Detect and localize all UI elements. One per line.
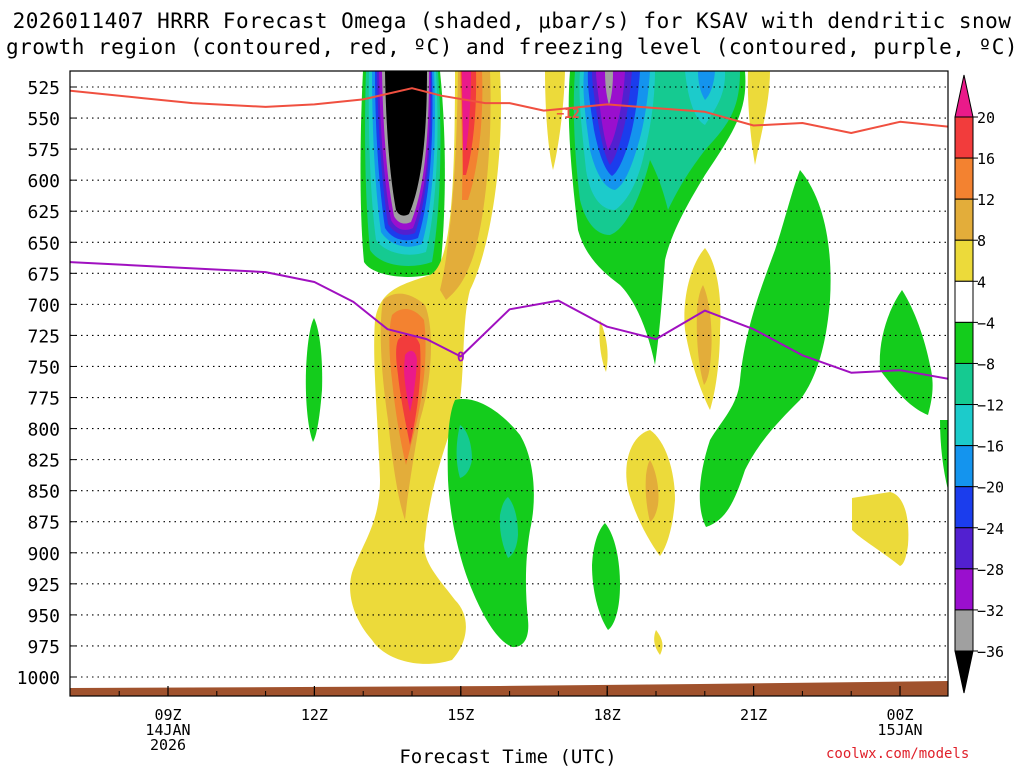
omega-region-core-black (385, 71, 427, 216)
y-tick-label-525: 525 (27, 78, 60, 99)
y-tick-label-950: 950 (27, 606, 60, 627)
x-tick-label-9-1: 14JAN (145, 721, 190, 739)
terrain-surface (70, 681, 948, 696)
y-tick-label-750: 750 (27, 357, 60, 378)
omega-region-lt-m8-edge (940, 420, 948, 490)
colorbar-box-3 (954, 198, 974, 241)
colorbar-box-13 (954, 609, 974, 652)
colorbar-label-4: 4 (977, 273, 986, 291)
x-axis-label: Forecast Time (UTC) (399, 746, 617, 768)
omega-region-lt-m8-18z (592, 523, 620, 630)
colorbar-label-12: −32 (977, 602, 1004, 620)
y-tick-label-800: 800 (27, 420, 60, 441)
y-tick-label-925: 925 (27, 575, 60, 596)
y-tick-label-975: 975 (27, 637, 60, 658)
omega-shading (70, 71, 948, 696)
colorbar-top-arrow (954, 74, 974, 118)
y-tick-label-900: 900 (27, 544, 60, 565)
y-tick-label-625: 625 (27, 202, 60, 223)
colorbar-label-0: 20 (977, 109, 995, 127)
omega-region-lt-m8-right (699, 170, 831, 527)
y-tick-label-875: 875 (27, 513, 60, 534)
colorbar-label-11: −28 (977, 561, 1004, 579)
contour-lines (70, 87, 948, 380)
pressure-gridlines (70, 86, 948, 678)
freezing-level-contour (70, 261, 948, 380)
y-tick-label-725: 725 (27, 326, 60, 347)
x-tick-label-9-2: 2026 (150, 736, 186, 754)
colorbar-label-8: −16 (977, 438, 1004, 456)
colorbar-label-13: −36 (977, 643, 1004, 661)
omega-region-gt-4-g (852, 492, 909, 566)
colorbar-bottom-arrow (954, 650, 974, 694)
colorbar-label-3: 8 (977, 232, 986, 250)
omega-region-lt-m20-upper-right-b (698, 71, 715, 100)
contour-labels: −12 0 (457, 107, 580, 365)
colorbar-label-2: 12 (977, 191, 995, 209)
colorbar-box-5 (954, 280, 974, 323)
colorbar-label-5: −4 (977, 314, 995, 332)
omega-region-lt-m8-far-right (879, 290, 933, 415)
colorbar-box-6 (954, 321, 974, 364)
y-tick-label-600: 600 (27, 171, 60, 192)
omega-region-gt-4-f (599, 320, 608, 372)
pressure-axis-labels: 525 550 575 600 625 650 675 700 725 750 775 800 825 8… (17, 78, 60, 689)
chart-title-line-2: growth region (contoured, red, ºC) and f… (5, 35, 1019, 59)
colorbar-label-7: −12 (977, 397, 1004, 415)
y-tick-label-650: 650 (27, 233, 60, 254)
dendritic-growth-contour (70, 87, 948, 134)
colorbar-box-10 (954, 486, 974, 529)
y-tick-label-675: 675 (27, 264, 60, 285)
dendritic-contour-label: −12 (556, 107, 579, 122)
x-tick-label-18-0: 18Z (594, 706, 621, 724)
chart-title-line-1: 2026011407 HRRR Forecast Omega (shaded, … (12, 9, 1012, 33)
colorbar-label-1: 16 (977, 150, 995, 168)
omega-region-lt-m12-lowlevel-a (456, 425, 472, 478)
omega-region-gt-4-e (654, 630, 663, 655)
x-tick-label-24-0: 00Z (886, 706, 913, 724)
colorbar-box-11 (954, 527, 974, 570)
colorbar-box-12 (954, 568, 974, 611)
source-credit[interactable]: coolwx.com/models (826, 746, 970, 762)
plot-frame (69, 70, 949, 697)
colorbar-box-2 (954, 157, 974, 200)
x-tick-label-15-0: 15Z (447, 706, 474, 724)
omega-region-gt-4-a (545, 71, 565, 170)
omega-region-gray-upper-right (605, 71, 613, 105)
x-tick-label-21-0: 21Z (740, 706, 767, 724)
colorbar-label-10: −24 (977, 520, 1004, 538)
x-tick-label-24-1: 15JAN (877, 721, 922, 739)
omega-region-gt-8-c (696, 285, 712, 385)
colorbar-label-9: −20 (977, 479, 1004, 497)
freezing-level-label: 0 (457, 351, 465, 366)
colorbar-box-9 (954, 445, 974, 488)
colorbar-box-8 (954, 404, 974, 447)
y-tick-label-825: 825 (27, 451, 60, 472)
y-tick-label-1000: 1000 (17, 668, 60, 689)
colorbar-box-4 (954, 239, 974, 282)
omega-colorbar: 20 16 12 8 4 −4 −8 −12 −16 −20 −24 −28 −32 −36 (954, 74, 1004, 694)
y-tick-label-775: 775 (27, 389, 60, 410)
x-tick-label-9-0: 09Z (154, 706, 181, 724)
omega-region-gt-20-mid (404, 350, 417, 412)
omega-region-lt-m8-12z (305, 318, 323, 442)
colorbar-label-6: −8 (977, 355, 995, 373)
y-tick-label-575: 575 (27, 140, 60, 161)
omega-region-lt-m12-lowlevel-b (499, 497, 518, 558)
omega-region-gt-20-upper (462, 71, 471, 150)
x-tick-label-12-0: 12Z (301, 706, 328, 724)
y-tick-label-550: 550 (27, 109, 60, 130)
colorbar-box-7 (954, 362, 974, 406)
omega-region-gt-8-d (645, 460, 659, 522)
omega-region-lt-m32-upper-right (596, 71, 625, 150)
y-tick-label-850: 850 (27, 482, 60, 503)
y-tick-label-700: 700 (27, 295, 60, 316)
colorbar-box-1 (954, 116, 974, 159)
